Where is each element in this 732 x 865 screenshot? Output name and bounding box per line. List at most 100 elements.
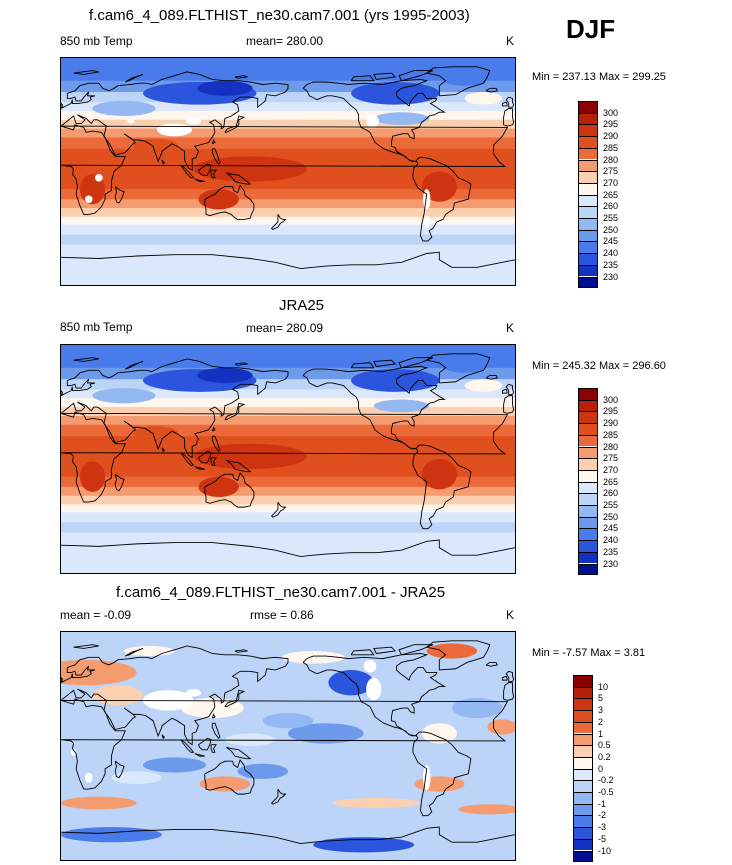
north-america-cool-region <box>373 112 430 125</box>
colorbar-tick-label: 245 <box>603 523 619 534</box>
coastline <box>210 457 217 466</box>
coastline <box>398 70 434 82</box>
coastline <box>161 159 166 165</box>
temperature-band <box>61 92 515 103</box>
difference-anomaly-region <box>288 723 364 744</box>
temperature-band <box>61 119 515 130</box>
colorbar-tick-label: 270 <box>603 464 619 475</box>
difference-anomaly-region <box>451 697 503 719</box>
coastline <box>350 362 375 369</box>
north-america-cool-region <box>373 399 430 413</box>
colorbar-swatch <box>578 563 598 576</box>
temperature-band <box>61 495 515 506</box>
difference-anomaly-region <box>199 776 251 792</box>
coastline <box>503 395 515 414</box>
coastline <box>302 653 472 817</box>
colorbar-tick-label: 255 <box>603 500 619 510</box>
colorbar-swatch <box>578 469 598 482</box>
colorbar-tick-label: 300 <box>603 107 619 118</box>
coastline <box>161 734 166 740</box>
coastline <box>198 163 212 176</box>
coastline <box>180 164 195 179</box>
coastline <box>114 186 125 204</box>
colorbar-swatch <box>578 229 598 242</box>
colorbar-tick-label: 300 <box>603 394 619 405</box>
colorbar-tick-label: 235 <box>603 546 619 557</box>
canada-cold-region <box>351 81 440 105</box>
panel-3-map <box>60 631 516 861</box>
missing-data-region <box>126 118 135 124</box>
coastline <box>270 501 287 518</box>
colorbar-swatch <box>578 481 598 494</box>
difference-anomaly-region <box>262 713 314 729</box>
colorbar-tick-label: -2 <box>598 810 607 821</box>
coastline <box>501 675 508 681</box>
colorbar-tick-label: 0.2 <box>598 751 611 762</box>
colorbar-swatch <box>573 745 593 757</box>
siberia-core-cold-region <box>197 367 253 383</box>
temperature-band <box>61 476 515 488</box>
colorbar-tick-label: 235 <box>603 259 619 270</box>
temperature-band <box>61 254 515 285</box>
colorbar-swatch <box>578 505 598 517</box>
coastline <box>425 640 491 671</box>
coastline <box>302 366 472 530</box>
coastline <box>114 473 125 492</box>
colorbar-swatch <box>578 241 598 254</box>
colorbar-tick-label: -5 <box>598 833 607 844</box>
difference-anomaly-region <box>332 797 421 809</box>
coastline <box>211 722 221 740</box>
colorbar-swatch <box>578 112 598 125</box>
colorbar-tick-label: 3 <box>598 705 604 716</box>
colorbar-frame <box>578 388 598 576</box>
coastline <box>224 689 246 708</box>
coastline <box>61 102 63 109</box>
greenland-cold-region <box>441 70 488 86</box>
colorbar-tick-label: -0.5 <box>598 787 614 797</box>
temperature-band <box>61 224 515 236</box>
temperature-band <box>61 110 515 121</box>
coastline <box>194 466 205 470</box>
colorbar-tick-label: 240 <box>603 535 619 546</box>
missing-data-region <box>185 689 201 697</box>
coastline <box>225 459 252 473</box>
colorbar-tick-label: 240 <box>603 248 619 259</box>
colorbar-tick-label: -3 <box>598 822 607 833</box>
coastline <box>61 645 289 746</box>
coastline <box>501 101 508 107</box>
colorbar-swatch <box>578 528 598 541</box>
coastline <box>73 70 99 75</box>
coastline <box>485 661 498 667</box>
colorbar-swatch <box>573 733 593 746</box>
colorbar-tick-label: 1 <box>598 728 604 739</box>
coastline <box>224 402 246 421</box>
temperature-band <box>61 504 515 513</box>
coastline <box>211 435 221 453</box>
colorbar-swatch <box>578 264 598 277</box>
north-atlantic-mild-region <box>464 379 503 392</box>
colorbar-swatch <box>573 780 593 792</box>
panel-2-mean: mean= 280.09 <box>246 321 324 335</box>
canada-cold-region <box>351 369 440 392</box>
coastline <box>373 359 397 367</box>
colorbar-swatch <box>578 434 598 447</box>
coastline <box>180 739 195 753</box>
difference-anomaly-region <box>237 763 288 779</box>
coastline <box>501 388 508 394</box>
colorbar-swatch <box>573 792 593 804</box>
colorbar-swatch <box>578 253 598 265</box>
coastline <box>505 383 515 395</box>
panel-1-minmax: Min = 237.13 Max = 299.25 <box>532 71 666 83</box>
temperature-band <box>61 398 515 408</box>
colorbar-swatch <box>573 710 593 722</box>
coastline <box>505 670 515 682</box>
map-canvas <box>61 632 515 860</box>
panel-1-mean: mean= 280.00 <box>246 34 324 48</box>
coastline <box>61 539 515 557</box>
south-america-warm-region <box>421 171 457 202</box>
temperature-band <box>61 379 515 390</box>
panel-2-minmax: Min = 245.32 Max = 296.60 <box>532 360 666 372</box>
colorbar-swatch <box>578 551 598 564</box>
colorbar-swatch <box>578 182 598 195</box>
panel-1-title: f.cam6_4_089.FLTHIST_ne30.cam7.001 (yrs … <box>89 7 470 24</box>
